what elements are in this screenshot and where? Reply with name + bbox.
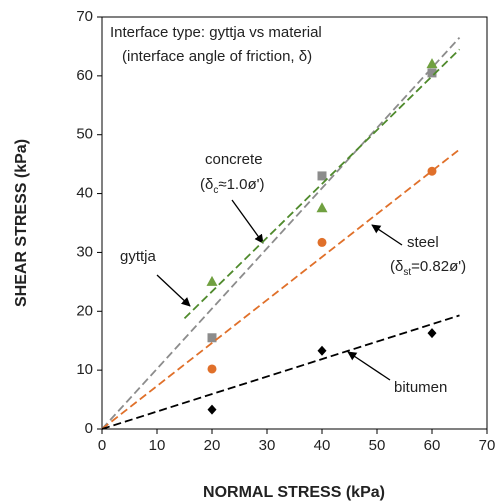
annotation: Interface type: gyttja vs material xyxy=(110,24,322,41)
note-part: =0.82ø') xyxy=(411,258,466,275)
annotation: (interface angle of friction, δ) xyxy=(122,48,312,65)
y-tick-label: 70 xyxy=(76,8,93,25)
data-point xyxy=(316,202,328,213)
note-part: ≈1.0ø') xyxy=(218,176,264,193)
series-label: steel xyxy=(407,234,439,251)
y-tick-label: 20 xyxy=(76,302,93,319)
data-point xyxy=(207,364,217,374)
x-axis-title: NORMAL STRESS (kPa) xyxy=(203,484,385,501)
y-tick-label: 40 xyxy=(76,185,93,202)
note-part: (δ xyxy=(390,258,403,275)
y-tick-label: 50 xyxy=(76,126,93,143)
x-tick-label: 60 xyxy=(424,437,441,454)
arrow xyxy=(371,224,403,246)
y-tick-label: 10 xyxy=(76,361,93,378)
trend-line xyxy=(183,48,461,319)
data-point xyxy=(427,328,437,339)
series-label: concrete xyxy=(205,151,263,168)
data-point xyxy=(207,404,217,415)
note-part: (δ xyxy=(200,176,213,193)
series-label: bitumen xyxy=(394,379,447,396)
y-axis-title: SHEAR STRESS (kPa) xyxy=(13,139,30,307)
y-tick-label: 60 xyxy=(76,67,93,84)
trend-line xyxy=(101,148,461,430)
trend-line xyxy=(101,36,461,430)
series-note: (δst=0.82ø') xyxy=(390,258,466,278)
data-point xyxy=(206,275,218,286)
data-point xyxy=(317,171,327,181)
x-tick-label: 50 xyxy=(369,437,386,454)
data-point xyxy=(317,237,327,247)
x-tick-label: 20 xyxy=(204,437,221,454)
x-tick-label: 10 xyxy=(149,437,166,454)
data-point xyxy=(207,333,217,343)
x-tick-label: 0 xyxy=(98,437,106,454)
y-tick-label: 30 xyxy=(76,243,93,260)
x-tick-label: 70 xyxy=(479,437,496,454)
note-part: c xyxy=(213,185,218,196)
series-note: (δc≈1.0ø') xyxy=(200,176,264,196)
data-point xyxy=(427,68,437,78)
x-tick-label: 40 xyxy=(314,437,331,454)
arrow xyxy=(156,274,191,307)
arrow xyxy=(231,199,264,244)
arrows xyxy=(156,199,403,381)
y-tick-label: 0 xyxy=(85,420,93,437)
series-label: gyttja xyxy=(120,248,157,265)
data-point xyxy=(426,58,438,69)
note-part: st xyxy=(403,267,411,278)
arrow xyxy=(347,351,391,381)
plot-frame xyxy=(101,16,488,430)
x-tick-label: 30 xyxy=(259,437,276,454)
trend-line xyxy=(101,314,460,430)
data-point xyxy=(427,166,437,176)
data-point xyxy=(317,345,327,356)
